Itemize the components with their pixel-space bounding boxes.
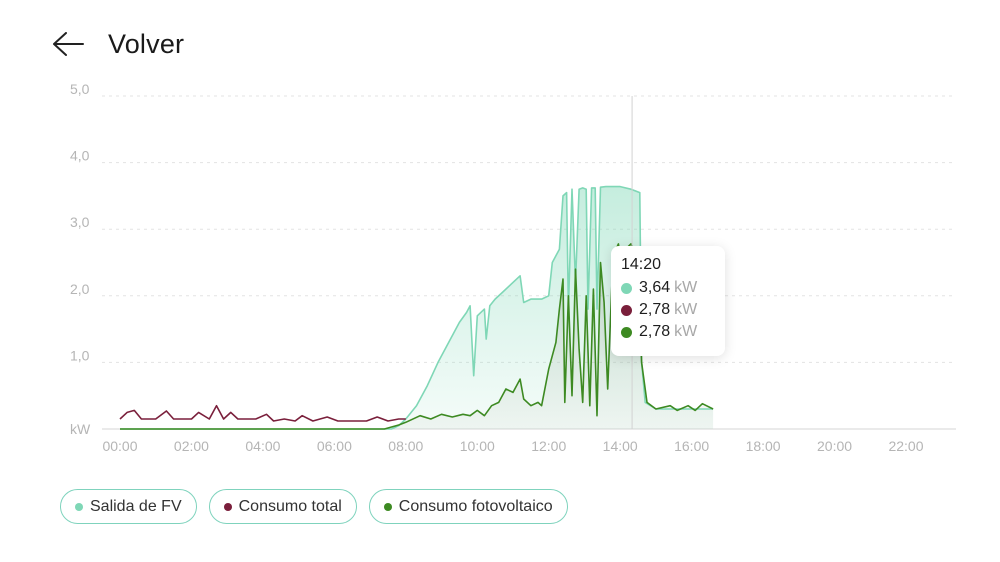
legend-chip-total-consumption[interactable]: Consumo total xyxy=(208,489,357,524)
energy-chart[interactable]: 1,0 2,0 3,0 4,0 5,0 kW 00:00 02:00 04:00 06:00 08:… xyxy=(0,0,1000,470)
legend-dot-pv-consumption xyxy=(383,502,392,511)
tooltip-row-pv-consumption: 2,78 kW xyxy=(621,321,725,343)
pv-output-line xyxy=(120,185,714,430)
y-tick-label: 3,0 xyxy=(70,214,90,230)
tooltip-value-total-consumption: 2,78 xyxy=(639,301,671,318)
legend-chip-pv-output[interactable]: Salida de FV xyxy=(60,489,197,524)
x-tick-label: 14:00 xyxy=(603,438,638,454)
tooltip-time: 14:20 xyxy=(621,256,662,273)
tooltip-unit-pv-consumption: kW xyxy=(674,323,698,340)
legend-label-pv-output: Salida de FV xyxy=(90,497,182,515)
back-button[interactable]: Volver xyxy=(52,29,184,60)
x-tick-label: 22:00 xyxy=(888,438,923,454)
y-unit-label: kW xyxy=(70,421,91,437)
x-tick-label: 10:00 xyxy=(460,438,495,454)
legend-dot-total-consumption xyxy=(223,502,232,511)
x-tick-label: 18:00 xyxy=(746,438,781,454)
y-tick-label: 2,0 xyxy=(70,281,90,297)
total-consumption-line xyxy=(119,404,406,422)
tooltip-dot-total-consumption xyxy=(621,304,632,316)
tooltip-value-pv-consumption: 2,78 xyxy=(639,323,671,340)
tooltip-dot-pv-output xyxy=(621,282,632,294)
x-tick-label: 20:00 xyxy=(817,438,852,454)
y-tick-label: 4,0 xyxy=(70,148,90,164)
tooltip-row-pv-output: 3,64 kW xyxy=(621,277,725,299)
x-tick-label: 12:00 xyxy=(531,438,566,454)
x-tick-label: 02:00 xyxy=(174,438,209,454)
legend-label-total-consumption: Consumo total xyxy=(238,497,342,515)
legend-dot-pv-output xyxy=(75,502,83,511)
x-tick-label: 06:00 xyxy=(317,438,352,454)
y-tick-label: 1,0 xyxy=(70,347,90,363)
y-tick-label: 5,0 xyxy=(70,81,90,97)
tooltip-dot-pv-consumption xyxy=(621,326,632,338)
header: Volver xyxy=(52,24,184,64)
tooltip-unit-pv-output: kW xyxy=(674,279,698,296)
legend-label-pv-consumption: Consumo fotovoltaico xyxy=(398,497,553,515)
legend-chip-pv-consumption[interactable]: Consumo fotovoltaico xyxy=(368,489,568,524)
tooltip-value-pv-output: 3,64 xyxy=(639,279,671,296)
back-label: Volver xyxy=(108,28,185,59)
tooltip-unit-total-consumption: kW xyxy=(674,301,698,318)
arrow-left-icon xyxy=(52,32,84,56)
x-tick-label: 16:00 xyxy=(674,438,709,454)
x-tick-label: 04:00 xyxy=(245,438,280,454)
x-tick-label: 08:00 xyxy=(388,438,423,454)
tooltip-row-total-consumption: 2,78 kW xyxy=(621,299,725,321)
x-tick-label: 00:00 xyxy=(102,438,137,454)
chart-tooltip: 14:20 3,64 kW 2,78 kW 2,78 kW xyxy=(611,246,725,356)
chart-legend: Salida de FV Consumo total Consumo fotov… xyxy=(60,489,580,524)
